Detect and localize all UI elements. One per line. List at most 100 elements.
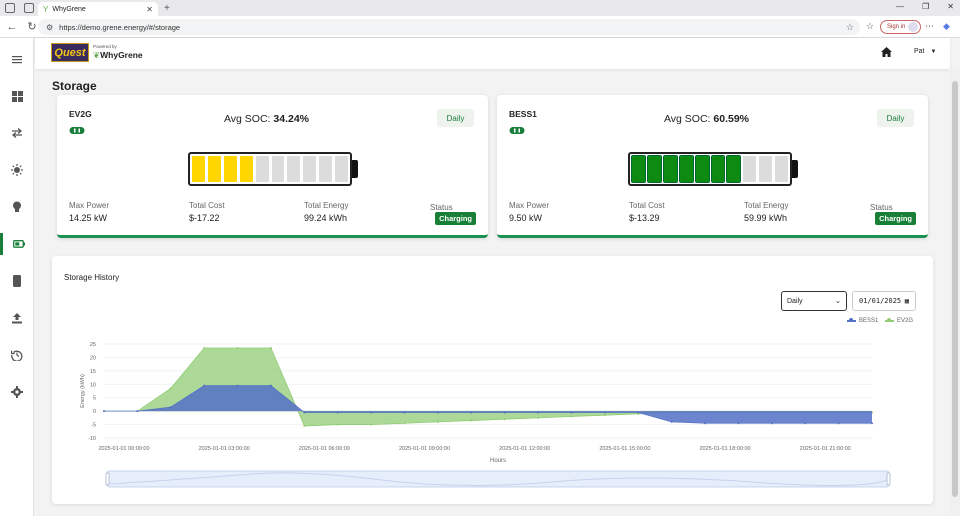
max-power-label: Max Power [509,201,550,210]
data-point [436,411,439,414]
tab-actions-icon[interactable] [24,3,34,13]
history-icon [11,350,23,361]
bookmark-star-icon[interactable]: ☆ [845,21,854,32]
favorites-icon[interactable]: ☆ [866,21,875,31]
page-title: Storage [52,79,97,93]
x-tick-label: 2025-01-01 03:00:00 [199,446,250,452]
zoom-handle-right[interactable] [886,472,891,486]
date-input[interactable]: 01/01/2025 ▦ [852,291,916,311]
period-select[interactable]: Daily ⌄ [781,291,847,311]
legend-label: BESS1 [859,318,879,324]
data-point [770,422,773,425]
data-point [370,423,373,426]
data-point [603,411,606,414]
total-cost-value: $-17.22 [189,213,220,223]
max-power-value: 9.50 kW [509,213,543,223]
x-tick-label: 2025-01-01 18:00:00 [700,446,751,452]
reload-icon[interactable]: ↻ [27,21,37,33]
sidebar-item-solar[interactable] [0,159,34,181]
legend-label: EV2G [897,318,914,324]
battery-icon [12,240,25,248]
copilot-icon[interactable]: ◆ [943,21,950,31]
battery-cell [631,155,646,183]
storage-card-bess1: BESS1 Avg SOC: 60.59% Daily Max Power 9.… [497,95,928,238]
x-tick-label: 2025-01-01 12:00:00 [499,446,550,452]
data-point [570,415,573,418]
scrollbar-thumb[interactable] [952,81,958,497]
site-info-icon[interactable]: ⚙ [46,22,54,32]
sign-in-button[interactable]: Sign in [880,20,922,34]
close-tab-icon[interactable]: ✕ [146,4,153,14]
data-point [336,411,339,414]
new-tab-icon[interactable]: + [164,3,170,14]
back-icon[interactable]: ← [6,20,18,33]
y-tick-label: 15 [90,369,96,375]
sidebar-item-dashboard[interactable] [0,85,34,107]
battery-cell [710,155,726,183]
sidebar [0,38,34,516]
favicon-icon: Y [43,4,49,14]
x-axis-label: Hours [490,458,506,464]
restore-icon[interactable]: ❐ [922,2,930,11]
url-text: https://demo.grene.energy/#/storage [59,22,181,32]
data-point [336,423,339,426]
page-scrollbar[interactable] [950,69,960,516]
sidebar-item-transfers[interactable] [0,122,34,144]
close-window-icon[interactable]: ✕ [947,2,954,11]
url-field[interactable]: ⚙ https://demo.grene.energy/#/storage ☆ [38,19,860,35]
sidebar-item-history[interactable] [0,344,34,366]
quest-logo[interactable]: Quest [51,43,89,62]
battery-terminal [352,160,358,178]
status-badge: Charging [435,212,476,225]
data-point [403,411,406,414]
zoom-handle-left[interactable] [105,472,110,486]
data-point [537,416,540,419]
data-point [236,384,239,387]
legend-marker [847,318,856,322]
x-tick-label: 2025-01-01 06:00:00 [299,446,350,452]
home-icon[interactable] [881,47,892,57]
x-tick-label: 2025-01-01 09:00:00 [399,446,450,452]
period-button[interactable]: Daily [437,109,474,127]
battery-cell [207,156,221,182]
sidebar-item-devices[interactable] [0,270,34,292]
total-energy-label: Total Energy [304,201,349,210]
total-energy-label: Total Energy [744,201,789,210]
sidebar-item-upload[interactable] [0,307,34,329]
plug-icon [509,127,525,134]
legend-item-bess1[interactable]: BESS1 [847,318,878,324]
more-menu-icon[interactable]: ⋯ [925,21,934,31]
battery-cell [255,156,269,182]
menu-toggle[interactable] [0,48,34,70]
sidebar-item-insights[interactable] [0,196,34,218]
legend-item-ev2g[interactable]: EV2G [885,318,913,324]
data-point [837,422,840,425]
chevron-down-icon: ⌄ [835,298,841,305]
browser-tab[interactable]: Y WhyGrene ✕ [38,2,158,16]
workspaces-icon[interactable] [5,3,15,13]
period-select-value: Daily [787,297,803,305]
battery-cell [759,156,773,182]
battery-cell [743,156,757,182]
data-point [169,387,172,390]
period-button[interactable]: Daily [877,109,914,127]
data-point [637,411,640,414]
battery-terminal [792,160,798,178]
calendar-icon[interactable]: ▦ [904,297,909,305]
user-menu[interactable]: Pat ▼ [914,48,936,55]
battery-cell [726,155,742,183]
user-name: Pat [914,48,925,55]
battery-cell [303,156,317,182]
y-axis-label: Energy (kWh) [80,374,86,408]
minimize-icon[interactable]: — [896,2,905,11]
sidebar-item-settings[interactable] [0,381,34,403]
data-point [503,411,506,414]
tab-title: WhyGrene [52,5,86,13]
dashboard-icon [11,90,23,102]
leaf-icon: ❦ [93,50,101,60]
battery-cell [335,156,349,182]
avg-soc-label: Avg SOC: [663,113,711,125]
sign-in-label: Sign in [887,24,906,30]
sidebar-item-storage[interactable] [0,233,34,255]
y-tick-label: 0 [93,409,96,415]
